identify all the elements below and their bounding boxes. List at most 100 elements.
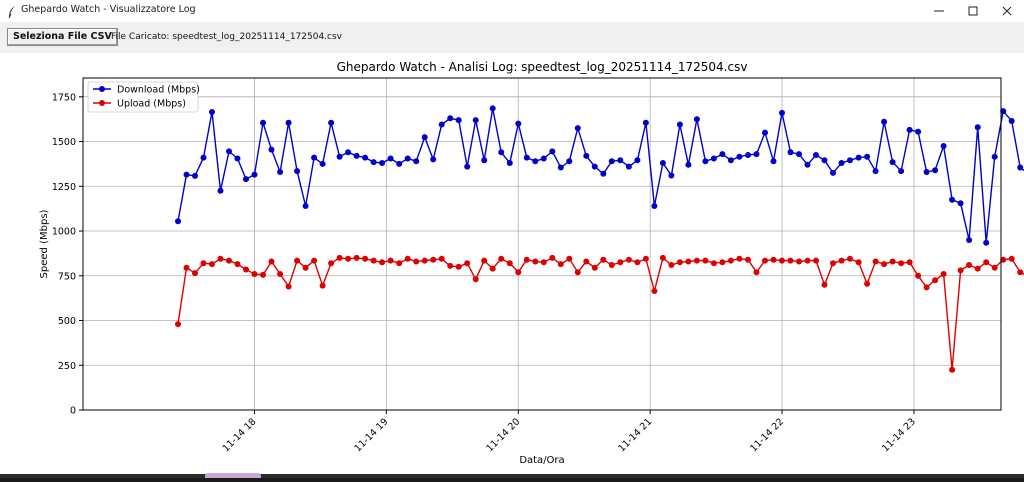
data-point	[608, 158, 615, 165]
data-point	[957, 267, 964, 274]
data-point	[506, 160, 513, 166]
x-tick-label: 11-14 20	[484, 416, 522, 454]
data-point	[506, 260, 513, 267]
data-point	[583, 258, 590, 265]
data-point	[345, 255, 352, 262]
data-point	[889, 159, 896, 166]
data-point	[566, 255, 573, 262]
y-tick-label: 1500	[52, 137, 76, 148]
data-point	[243, 266, 249, 273]
data-point	[523, 256, 530, 263]
maximize-icon	[968, 6, 978, 16]
maximize-button[interactable]	[956, 0, 990, 22]
data-point	[192, 172, 198, 179]
data-point	[898, 168, 905, 175]
data-point	[251, 171, 258, 178]
data-point	[566, 158, 573, 165]
data-point	[932, 167, 939, 174]
data-point	[923, 284, 930, 291]
legend: Download (Mbps) Upload (Mbps)	[87, 81, 200, 113]
data-point	[455, 117, 462, 124]
data-point	[651, 203, 658, 209]
data-point	[710, 260, 717, 267]
select-csv-button[interactable]: Seleziona File CSV	[7, 28, 118, 46]
data-point	[574, 125, 581, 132]
data-point	[353, 254, 360, 261]
data-point	[421, 134, 428, 141]
series-upload	[175, 254, 1024, 373]
data-point	[217, 187, 224, 194]
data-point	[268, 146, 275, 153]
data-point	[591, 163, 598, 170]
data-point	[855, 154, 862, 161]
data-point	[813, 257, 819, 264]
loaded-file-label: File Caricato: speedtest_log_20251114_17…	[111, 32, 342, 42]
x-axis-label: Data/Ora	[519, 455, 564, 466]
data-point	[175, 321, 181, 328]
title-bar[interactable]: Ghepardo Watch - Visualizzatore Log	[0, 0, 1024, 23]
data-point	[770, 158, 777, 165]
data-point	[881, 118, 888, 125]
data-point	[625, 256, 632, 263]
data-point	[770, 256, 777, 263]
data-point	[991, 153, 998, 160]
data-point	[1008, 118, 1015, 124]
data-point	[251, 271, 258, 277]
data-point	[898, 260, 905, 267]
data-point	[830, 260, 836, 267]
speed-chart: 0 250 500 750 1000 1250 1500 1750 11-14 18 11-14…	[39, 60, 1024, 466]
data-point	[268, 258, 275, 265]
taskbar-edge	[0, 474, 1024, 478]
data-point	[617, 157, 624, 164]
data-point	[200, 260, 207, 267]
data-point	[183, 264, 190, 271]
data-point	[872, 258, 879, 265]
data-point	[949, 196, 956, 203]
data-point	[906, 126, 913, 133]
data-point	[600, 256, 607, 263]
data-point	[209, 261, 215, 268]
data-point	[532, 258, 539, 265]
series-download	[175, 105, 1024, 246]
data-point	[336, 254, 343, 261]
data-point	[523, 154, 530, 161]
chart-title: Ghepardo Watch - Analisi Log: speedtest_…	[337, 60, 748, 74]
data-point	[634, 157, 641, 164]
legend-label: Download (Mbps)	[117, 85, 200, 96]
data-point	[685, 161, 692, 168]
data-point	[540, 259, 547, 266]
data-point	[940, 143, 947, 149]
data-point	[438, 121, 445, 128]
data-point	[311, 154, 318, 161]
data-point	[634, 259, 641, 266]
data-point	[821, 157, 828, 164]
data-point	[574, 269, 581, 276]
data-point	[430, 156, 437, 163]
data-point	[557, 261, 564, 268]
data-point	[915, 128, 922, 135]
plot-frame	[82, 77, 1002, 411]
data-point	[328, 119, 335, 126]
data-point	[838, 257, 845, 264]
data-point	[362, 255, 369, 262]
x-tick-label: 11-14 23	[880, 416, 918, 454]
feather-icon	[7, 4, 17, 19]
data-point	[217, 255, 224, 262]
data-point	[481, 157, 488, 164]
data-point	[549, 148, 556, 155]
close-button[interactable]	[990, 0, 1024, 22]
data-point	[830, 169, 836, 176]
data-point	[370, 257, 377, 264]
data-point	[532, 158, 539, 165]
data-point	[796, 258, 802, 265]
minimize-button[interactable]	[922, 0, 956, 22]
data-point	[957, 200, 964, 207]
data-point	[625, 163, 632, 170]
data-point	[762, 257, 768, 264]
data-point	[234, 155, 241, 162]
series-line	[177, 256, 1024, 370]
legend-label: Upload (Mbps)	[117, 99, 186, 110]
data-point	[387, 257, 394, 264]
data-point	[404, 155, 411, 162]
data-point	[600, 170, 607, 177]
